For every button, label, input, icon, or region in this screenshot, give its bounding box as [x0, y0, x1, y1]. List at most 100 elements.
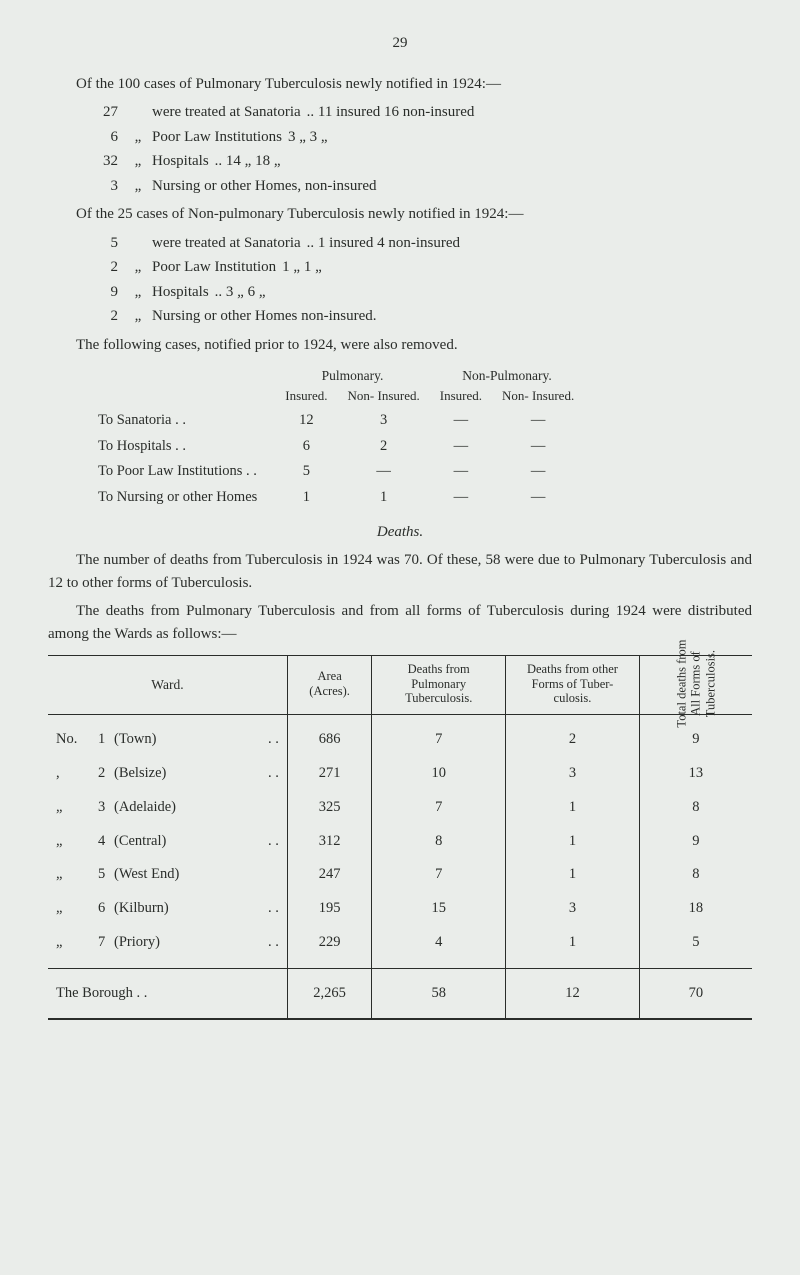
ward-cell-total: 13: [639, 757, 752, 791]
ward-total-label: The Borough . .: [48, 968, 287, 1019]
ditto-mark: „: [124, 305, 152, 328]
prior-row: To Nursing or other Homes11——: [88, 485, 584, 511]
ward-header-pulmonary: Deaths from Pulmonary Tuberculosis.: [372, 656, 506, 715]
ward-cell-area: 686: [287, 715, 371, 757]
prior-cell: 1: [338, 485, 430, 511]
ward-row: „4(Central). .312819: [48, 825, 752, 859]
prior-row-label: To Sanatoria . .: [88, 408, 275, 434]
prior-cell: —: [492, 434, 584, 460]
prior-head-pulmonary: Pulmonary.: [275, 364, 429, 386]
prior-cell: 6: [275, 434, 337, 460]
list-label: Nursing or other Homes non-insured.: [152, 305, 377, 328]
ward-row-label: No.1(Town). .: [48, 715, 287, 757]
ward-cell-other: 1: [506, 791, 640, 825]
ward-header-ward: Ward.: [48, 656, 287, 715]
ward-total-total: 70: [639, 968, 752, 1019]
prior-intro: The following cases, notified prior to 1…: [48, 334, 752, 357]
ward-row-label: „7(Priory). .: [48, 926, 287, 968]
ward-cell-total: 18: [639, 892, 752, 926]
list-tail: 3 „ 3 „: [282, 126, 752, 149]
ward-cell-pulm: 10: [372, 757, 506, 791]
ward-cell-area: 229: [287, 926, 371, 968]
ditto-mark: „: [124, 175, 152, 198]
ward-cell-pulm: 7: [372, 791, 506, 825]
ward-cell-other: 1: [506, 858, 640, 892]
list-label: Hospitals: [152, 150, 209, 173]
list-tail: .. 1 insured 4 non-insured: [301, 232, 752, 255]
ward-total-area: 2,265: [287, 968, 371, 1019]
list-row: 2„Poor Law Institution1 „ 1 „: [84, 256, 752, 279]
ward-total-other: 12: [506, 968, 640, 1019]
list-label: were treated at Sanatoria: [152, 232, 301, 255]
ward-total-pulm: 58: [372, 968, 506, 1019]
list-1: 27 were treated at Sanatoria.. 11 insured…: [48, 101, 752, 197]
prior-cell: 3: [338, 408, 430, 434]
list-row: 32„Hospitals.. 14 „ 18 „: [84, 150, 752, 173]
list-tail: [377, 305, 752, 328]
list-count: 9: [84, 281, 124, 304]
ward-total-row: The Borough . . 2,265 58 12 70: [48, 968, 752, 1019]
ward-cell-total: 8: [639, 791, 752, 825]
ditto-mark: „: [124, 281, 152, 304]
ward-row: „5(West End)247718: [48, 858, 752, 892]
prior-row: To Sanatoria . .123——: [88, 408, 584, 434]
ward-cell-total: 5: [639, 926, 752, 968]
prior-cases-table: Pulmonary. Non-Pulmonary. Insured. Non- …: [88, 364, 584, 511]
list-label: Nursing or other Homes, non-insured: [152, 175, 377, 198]
ditto-mark: „: [124, 256, 152, 279]
list-label: were treated at Sanatoria: [152, 101, 301, 124]
ward-cell-pulm: 7: [372, 715, 506, 757]
ward-cell-pulm: 7: [372, 858, 506, 892]
ward-row: „3(Adelaide)325718: [48, 791, 752, 825]
prior-cell: —: [430, 485, 492, 511]
prior-row: To Hospitals . .62——: [88, 434, 584, 460]
ward-row: „7(Priory). .229415: [48, 926, 752, 968]
ditto-mark: „: [124, 126, 152, 149]
prior-cell: —: [492, 459, 584, 485]
ward-cell-other: 1: [506, 825, 640, 859]
ward-row-label: „4(Central). .: [48, 825, 287, 859]
ditto-mark: [124, 232, 152, 255]
ward-row-label: ,2(Belsize). .: [48, 757, 287, 791]
ward-header-other: Deaths from other Forms of Tuber- culosi…: [506, 656, 640, 715]
prior-subhead-noninsured-2: Non- Insured.: [492, 386, 584, 408]
prior-row-label: To Poor Law Institutions . .: [88, 459, 275, 485]
list-row: 5were treated at Sanatoria.. 1 insured 4…: [84, 232, 752, 255]
prior-cell: —: [338, 459, 430, 485]
list-count: 2: [84, 256, 124, 279]
ward-row: ,2(Belsize). .27110313: [48, 757, 752, 791]
ward-row: „6(Kilburn). .19515318: [48, 892, 752, 926]
ward-cell-area: 271: [287, 757, 371, 791]
ward-cell-pulm: 8: [372, 825, 506, 859]
ward-cell-other: 3: [506, 892, 640, 926]
intro-paragraph-2: Of the 25 cases of Non-pulmonary Tubercu…: [48, 203, 752, 226]
ward-deaths-table: Ward. Area (Acres). Deaths from Pulmonar…: [48, 655, 752, 1020]
list-row: 27 were treated at Sanatoria.. 11 insured…: [84, 101, 752, 124]
list-tail: .. 14 „ 18 „: [209, 150, 752, 173]
ward-cell-other: 3: [506, 757, 640, 791]
list-count: 27: [84, 101, 124, 124]
prior-subhead-insured: Insured.: [275, 386, 337, 408]
list-count: 3: [84, 175, 124, 198]
ward-cell-total: 9: [639, 825, 752, 859]
prior-cell: —: [430, 408, 492, 434]
ward-cell-total: 8: [639, 858, 752, 892]
ward-cell-pulm: 4: [372, 926, 506, 968]
prior-cell: 2: [338, 434, 430, 460]
ward-cell-area: 247: [287, 858, 371, 892]
prior-cell: —: [492, 408, 584, 434]
ward-cell-pulm: 15: [372, 892, 506, 926]
deaths-heading: Deaths.: [48, 521, 752, 544]
list-row: 3„Nursing or other Homes, non-insured: [84, 175, 752, 198]
ditto-mark: „: [124, 150, 152, 173]
prior-cell: —: [492, 485, 584, 511]
deaths-paragraph-2: The deaths from Pulmonary Tuberculosis a…: [48, 600, 752, 645]
prior-cell: —: [430, 459, 492, 485]
page-number: 29: [48, 32, 752, 55]
prior-cell: 1: [275, 485, 337, 511]
ward-header-total: Total deaths from All Forms of Tuberculo…: [639, 656, 752, 715]
list-2: 5were treated at Sanatoria.. 1 insured 4…: [48, 232, 752, 328]
ward-header-area: Area (Acres).: [287, 656, 371, 715]
list-tail: .. 11 insured 16 non-insured: [301, 101, 752, 124]
ward-cell-other: 1: [506, 926, 640, 968]
